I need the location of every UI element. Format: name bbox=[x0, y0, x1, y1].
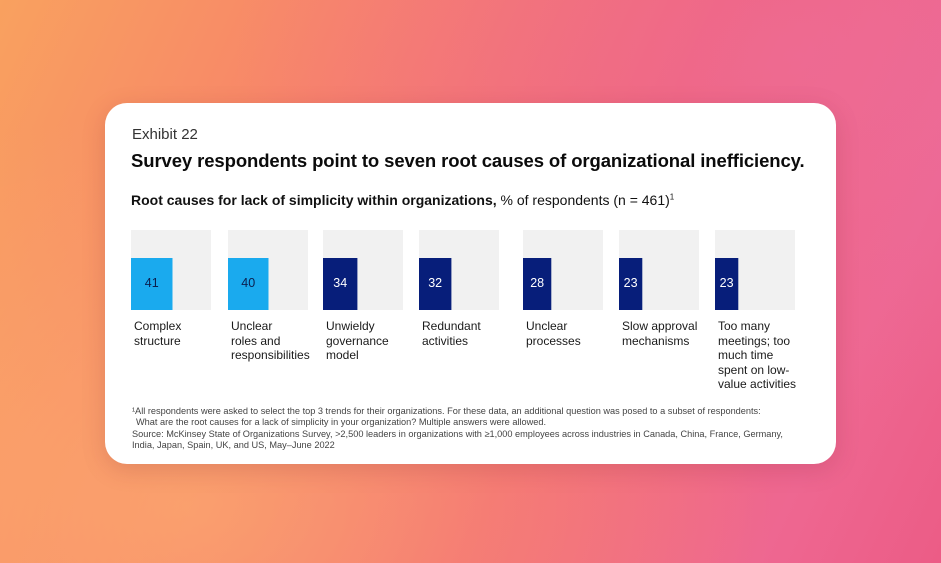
category-label: Unclear roles and responsibilities bbox=[231, 319, 310, 362]
subtitle-bold: Root causes for lack of simplicity withi… bbox=[131, 192, 497, 208]
category-label: Unclear processes bbox=[526, 319, 581, 348]
category-label: Too many meetings; too much time spent on l… bbox=[718, 319, 797, 391]
category-label: Redundant activities bbox=[422, 319, 481, 348]
subtitle-rest: % of respondents (n = 461) bbox=[496, 192, 670, 208]
bar-value-label: 41 bbox=[144, 276, 159, 290]
source-line-1: Source: McKinsey State of Organizations … bbox=[132, 428, 783, 439]
subtitle-footnote-mark: 1 bbox=[669, 192, 675, 202]
bar bbox=[619, 258, 643, 310]
bar bbox=[523, 258, 552, 310]
bar bbox=[228, 258, 269, 310]
bar-chart: 41 Complex structure 40 Unclear roles and resp… bbox=[105, 103, 836, 464]
category-label: Slow approval mechanisms bbox=[622, 319, 698, 348]
chart-title: Survey respondents point to seven root c… bbox=[131, 150, 805, 171]
footnotes: ¹All respondents were asked to select th… bbox=[132, 406, 812, 452]
footnote-line-1: ¹All respondents were asked to select th… bbox=[132, 406, 761, 416]
bar bbox=[323, 258, 358, 310]
bar-value-label: 40 bbox=[241, 276, 256, 290]
bar-chart-svg bbox=[131, 230, 795, 310]
bar bbox=[715, 258, 739, 310]
bar-value-label: 23 bbox=[719, 276, 734, 290]
category-label: Unwieldy governance model bbox=[326, 319, 389, 362]
bar-value-label: 32 bbox=[428, 276, 443, 290]
bar bbox=[419, 258, 452, 310]
bar-value-label: 23 bbox=[623, 276, 638, 290]
chart-subtitle: Root causes for lack of simplicity withi… bbox=[131, 192, 674, 208]
source-line-2: India, Japan, Spain, UK, and US, May–Jun… bbox=[132, 440, 335, 451]
exhibit-card: Exhibit 22 Survey respondents point to s… bbox=[105, 103, 836, 464]
exhibit-label: Exhibit 22 bbox=[132, 126, 198, 143]
bar-value-label: 28 bbox=[530, 276, 545, 290]
bar-value-label: 34 bbox=[333, 276, 348, 290]
bar bbox=[131, 258, 173, 310]
category-label: Complex structure bbox=[134, 319, 182, 348]
footnote-line-2: What are the root causes for a lack of s… bbox=[136, 417, 547, 428]
